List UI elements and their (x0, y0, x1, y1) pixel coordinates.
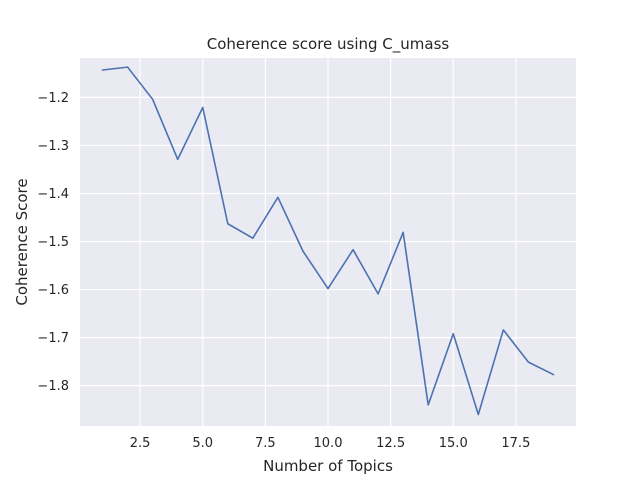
x-tick-label: 15.0 (439, 436, 468, 451)
data-point (552, 373, 555, 376)
data-point (427, 404, 429, 406)
y-tick-label: −1.5 (37, 235, 69, 250)
data-point (126, 66, 129, 68)
data-point (352, 249, 354, 251)
data-point (101, 69, 104, 71)
y-tick-label: −1.2 (37, 91, 69, 106)
x-tick-label: 17.5 (501, 436, 530, 451)
y-tick-label: −1.4 (37, 187, 69, 202)
x-tick-label: 7.5 (255, 436, 276, 451)
y-axis-label: Coherence Score (13, 178, 31, 305)
data-point (402, 231, 404, 233)
data-point (202, 106, 204, 109)
data-point (227, 223, 229, 225)
data-point (252, 237, 254, 239)
data-point (327, 288, 329, 290)
data-point (377, 293, 379, 295)
data-point (502, 329, 504, 331)
y-tick-label: −1.7 (37, 331, 69, 346)
x-tick-label: 2.5 (130, 436, 151, 451)
data-point (452, 333, 454, 335)
y-tick-label: −1.8 (37, 379, 69, 394)
x-axis-label: Number of Topics (263, 457, 393, 475)
grid-lines (80, 58, 576, 426)
data-point (177, 158, 179, 160)
data-points (101, 66, 555, 416)
x-tick-label: 10.0 (314, 436, 343, 451)
tick-labels: 2.5 5.0 7.5 10.0 12.5 15.0 17.5 −1.2 −1.3 −1.4 −1.… (37, 91, 530, 451)
data-point (477, 413, 479, 416)
x-tick-label: 5.0 (192, 436, 213, 451)
data-point (277, 196, 279, 198)
data-point (152, 98, 154, 100)
data-point (527, 361, 530, 363)
y-tick-label: −1.3 (37, 139, 69, 154)
chart-title: Coherence score using C_umass (207, 35, 450, 54)
data-point (302, 250, 304, 252)
x-tick-label: 12.5 (376, 436, 405, 451)
y-tick-label: −1.6 (37, 283, 69, 298)
